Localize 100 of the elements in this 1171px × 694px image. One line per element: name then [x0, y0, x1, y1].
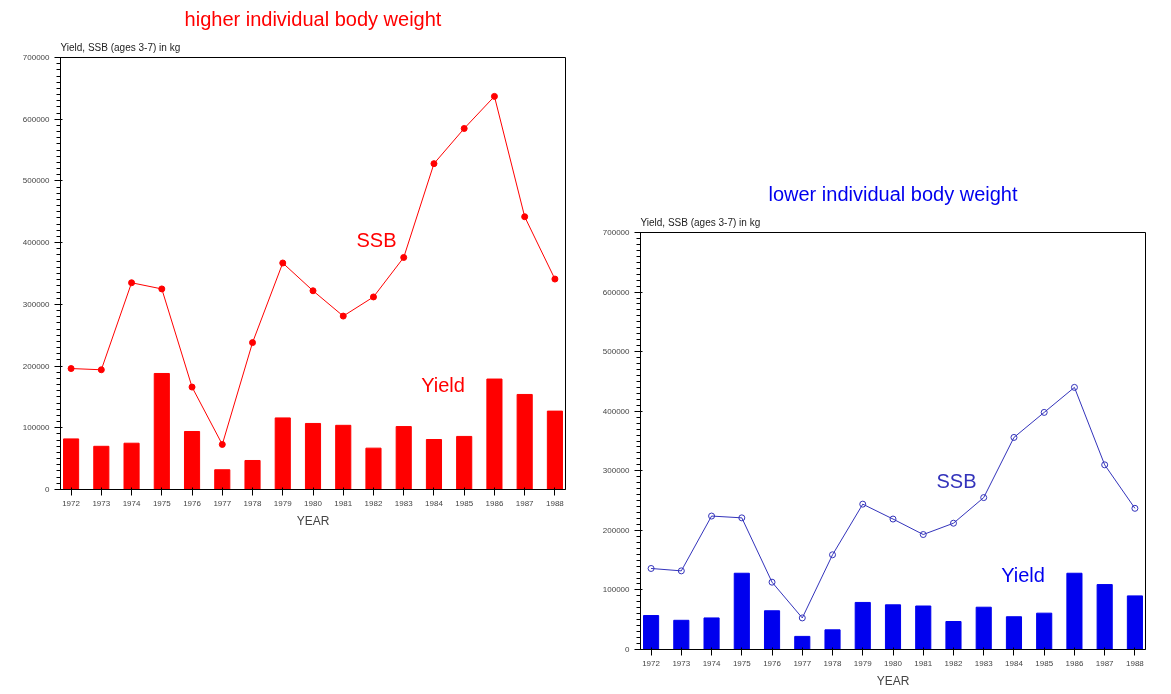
x-tick-label: 1986 — [485, 498, 504, 508]
bar — [1126, 595, 1143, 650]
bar — [123, 442, 140, 490]
x-tick-label: 1980 — [304, 498, 323, 508]
point — [188, 383, 196, 391]
point — [309, 287, 317, 295]
x-tick-label: 1988 — [546, 498, 565, 508]
point — [400, 253, 408, 261]
y-tick-label: 500000 — [22, 176, 51, 186]
point — [829, 551, 837, 559]
bar — [486, 378, 503, 490]
point — [768, 578, 776, 586]
bar — [183, 430, 201, 490]
bar — [335, 424, 352, 490]
bar — [425, 439, 443, 490]
x-tick-label: 1977 — [213, 498, 232, 508]
x-tick-label: 1972 — [642, 658, 661, 668]
y-tick-label: 100000 — [602, 585, 631, 595]
bar — [703, 617, 720, 650]
bar — [1036, 612, 1053, 650]
bar — [516, 393, 533, 490]
series-label: Yield — [1001, 564, 1045, 587]
point — [889, 515, 897, 523]
point — [430, 160, 438, 168]
chart-title: higher individual body weight — [184, 7, 442, 30]
chart-title: lower individual body weight — [768, 182, 1018, 205]
x-tick-label: 1973 — [92, 498, 111, 508]
x-tick-label: 1979 — [853, 658, 873, 668]
x-tick-label: 1980 — [884, 658, 903, 668]
x-tick-label: 1981 — [334, 498, 353, 508]
x-tick-label: 1973 — [672, 658, 691, 668]
point — [859, 500, 867, 508]
x-tick-label: 1978 — [823, 658, 842, 668]
point — [249, 339, 257, 347]
point — [738, 514, 746, 522]
x-tick-label: 1975 — [732, 658, 752, 668]
x-tick-label: 1988 — [1126, 658, 1145, 668]
bar — [546, 410, 563, 490]
series-label: SSB — [356, 229, 397, 252]
point — [460, 124, 468, 132]
x-tick-label: 1983 — [974, 658, 994, 668]
x-tick-label: 1983 — [394, 498, 414, 508]
bar — [1005, 616, 1023, 650]
x-tick-label: 1972 — [62, 498, 81, 508]
bar — [643, 615, 660, 650]
x-tick-label: 1985 — [455, 498, 474, 508]
point — [1101, 461, 1109, 469]
bar — [1066, 572, 1083, 650]
x-tick-label: 1984 — [425, 498, 444, 508]
bar — [824, 629, 841, 650]
point — [490, 92, 498, 100]
x-tick-label: 1982 — [364, 498, 383, 508]
y-tick-label: 100000 — [22, 423, 51, 433]
point — [919, 531, 927, 539]
x-tick-label: 1978 — [243, 498, 262, 508]
x-axis-title: YEAR — [876, 673, 910, 688]
x-tick-label: 1976 — [763, 658, 782, 668]
bar — [456, 435, 473, 490]
bar — [884, 604, 902, 650]
bar — [945, 621, 962, 650]
bar — [915, 605, 932, 650]
x-tick-label: 1975 — [152, 498, 172, 508]
x-tick-label: 1976 — [183, 498, 202, 508]
bar — [274, 417, 291, 490]
x-tick-label: 1982 — [944, 658, 963, 668]
bar — [63, 438, 80, 490]
bar — [214, 469, 231, 490]
y-axis-title: Yield, SSB (ages 3-7) in kg — [640, 216, 761, 228]
y-tick-label: 400000 — [602, 406, 631, 416]
x-tick-label: 1987 — [1095, 658, 1115, 668]
point — [949, 519, 957, 527]
y-tick-label: 500000 — [602, 347, 631, 357]
bar — [975, 606, 992, 650]
point — [279, 259, 287, 267]
y-tick-label: 200000 — [602, 525, 631, 535]
point — [97, 366, 105, 374]
point — [1070, 383, 1078, 391]
y-tick-label: 400000 — [22, 238, 51, 248]
x-tick-label: 1974 — [702, 658, 722, 668]
bar — [93, 445, 110, 490]
bar — [673, 619, 690, 650]
point — [158, 285, 166, 293]
point — [708, 512, 716, 520]
point — [339, 312, 347, 320]
y-tick-label: 0 — [625, 645, 631, 654]
bar — [733, 572, 750, 650]
bar — [244, 459, 261, 490]
y-tick-label: 600000 — [602, 287, 631, 297]
y-tick-label: 0 — [45, 485, 51, 494]
y-tick-label: 300000 — [22, 299, 51, 309]
y-tick-label: 300000 — [602, 466, 631, 476]
point — [218, 440, 226, 448]
bar — [395, 426, 412, 490]
x-tick-label: 1984 — [1005, 658, 1024, 668]
x-tick-label: 1974 — [122, 498, 142, 508]
point — [521, 213, 529, 221]
point — [369, 293, 377, 301]
bar — [365, 447, 382, 490]
bar — [1096, 584, 1113, 650]
bar — [763, 610, 781, 650]
